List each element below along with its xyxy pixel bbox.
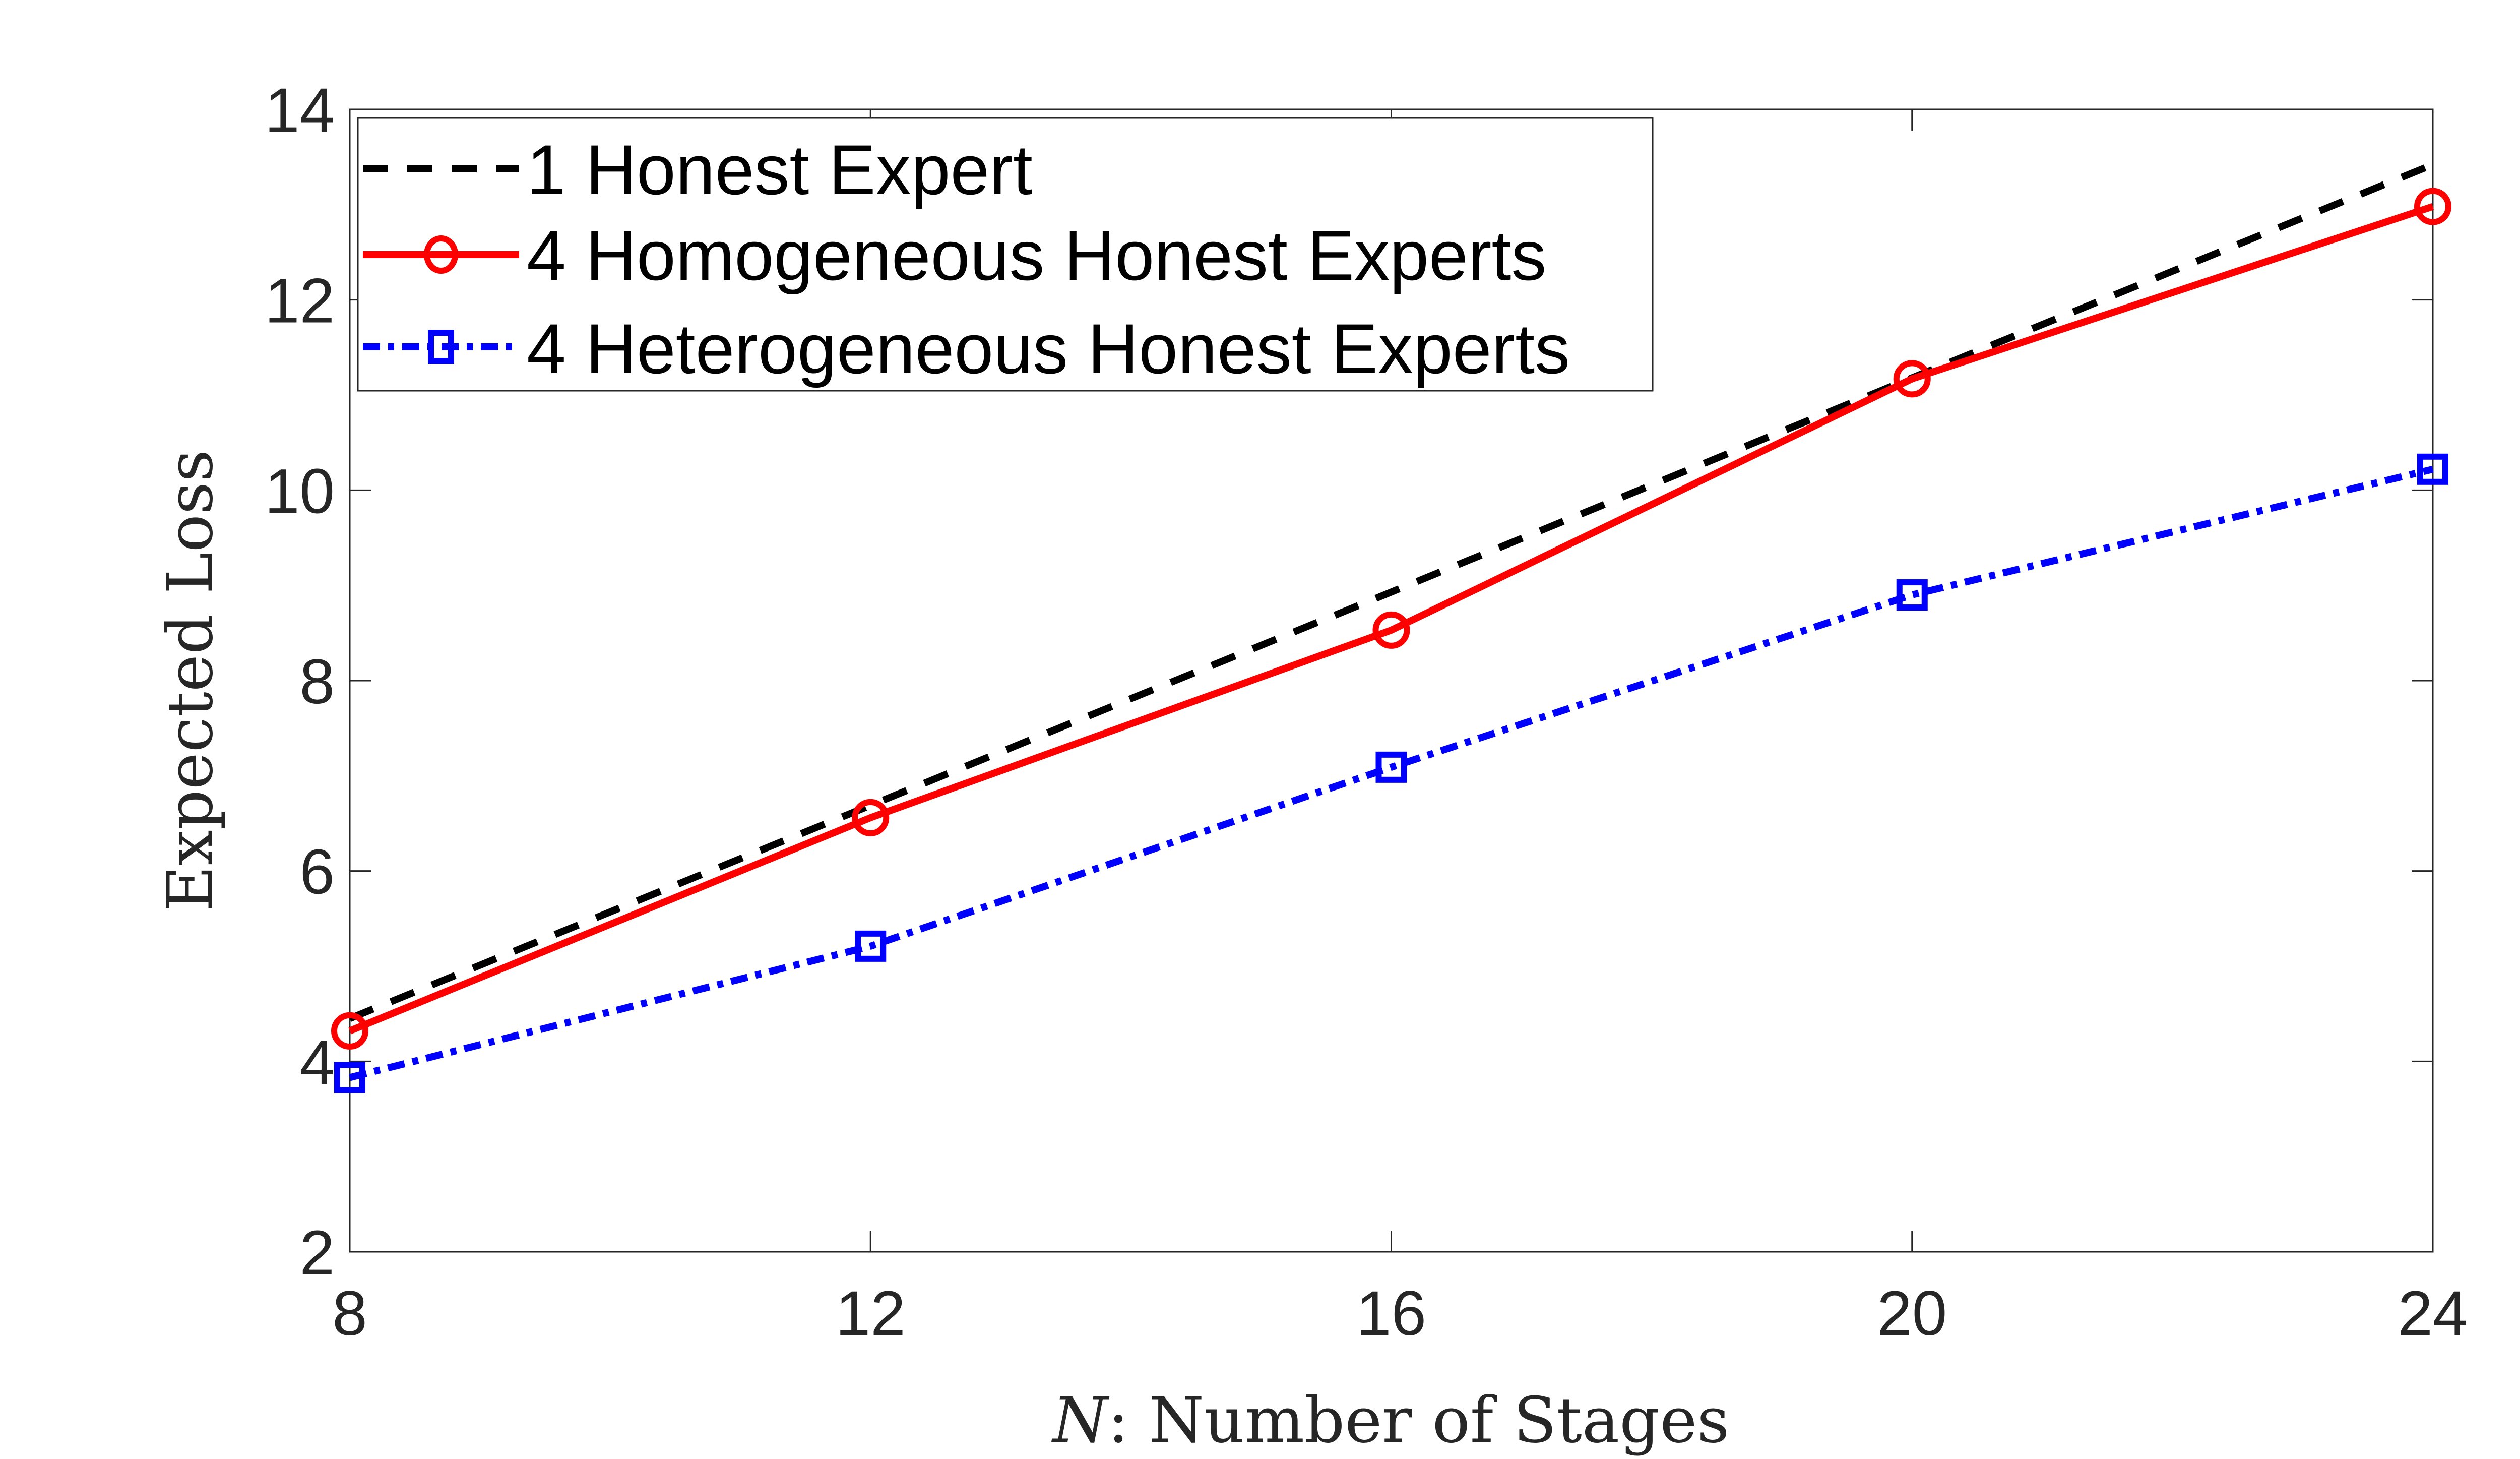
y-tick-label: 8 — [299, 647, 335, 717]
square-marker-icon — [1896, 579, 1928, 611]
data-series — [331, 161, 2451, 1093]
square-marker-icon — [1375, 751, 1407, 783]
plot-area-frame — [349, 108, 2434, 1253]
square-marker-icon — [2417, 453, 2448, 485]
series-line — [348, 161, 2434, 1022]
series-1 — [331, 188, 2451, 1050]
circle-marker-icon — [2414, 188, 2451, 225]
legend-label: 1 Honest Expert — [527, 130, 1033, 209]
y-tick-label: 10 — [265, 456, 335, 526]
x-tick-label: 20 — [1877, 1279, 1947, 1349]
y-axis-label: Expected Loss — [154, 450, 227, 911]
y-tick-labels: 2 4 6 8 10 12 14 — [265, 76, 335, 1288]
y-tick-label: 4 — [299, 1027, 335, 1098]
x-tick-label: 24 — [2398, 1279, 2468, 1349]
legend-item-heterogeneous: 4 Heterogeneous Honest Experts — [363, 309, 1570, 388]
circle-marker-icon — [331, 1012, 368, 1050]
legend-label: 4 Homogeneous Honest Experts — [527, 216, 1546, 295]
square-marker-icon — [334, 1062, 365, 1093]
legend: 1 Honest Expert 4 Homogeneous Honest Exp… — [357, 117, 1654, 392]
x-tick-label: 8 — [332, 1279, 367, 1349]
y-tick-label: 12 — [265, 266, 335, 336]
series-0 — [348, 161, 2434, 1022]
series-line — [349, 465, 2434, 1081]
legend-item-1-honest-expert: 1 Honest Expert — [363, 130, 1033, 209]
y-tick-label: 6 — [299, 837, 335, 907]
square-marker-icon — [855, 930, 887, 962]
legend-square-marker-icon — [428, 330, 454, 364]
legend-item-homogeneous: 4 Homogeneous Honest Experts — [363, 216, 1546, 295]
y-tick-label: 14 — [265, 76, 335, 146]
x-tick-label: 16 — [1356, 1279, 1426, 1349]
series-2 — [334, 453, 2448, 1093]
legend-label: 4 Heterogeneous Honest Experts — [527, 309, 1570, 388]
series-line — [348, 203, 2434, 1035]
x-tick-label: 12 — [836, 1279, 906, 1349]
legend-circle-marker-icon — [424, 235, 458, 274]
x-tick-labels: 8 12 16 20 24 — [332, 1279, 2468, 1349]
x-axis-label: N: Number of Stages — [1051, 1384, 1730, 1457]
circle-marker-icon — [852, 799, 890, 836]
y-tick-label: 2 — [299, 1218, 335, 1288]
legend-box — [357, 117, 1654, 392]
circle-marker-icon — [1893, 360, 1931, 398]
circle-marker-icon — [1372, 611, 1410, 649]
